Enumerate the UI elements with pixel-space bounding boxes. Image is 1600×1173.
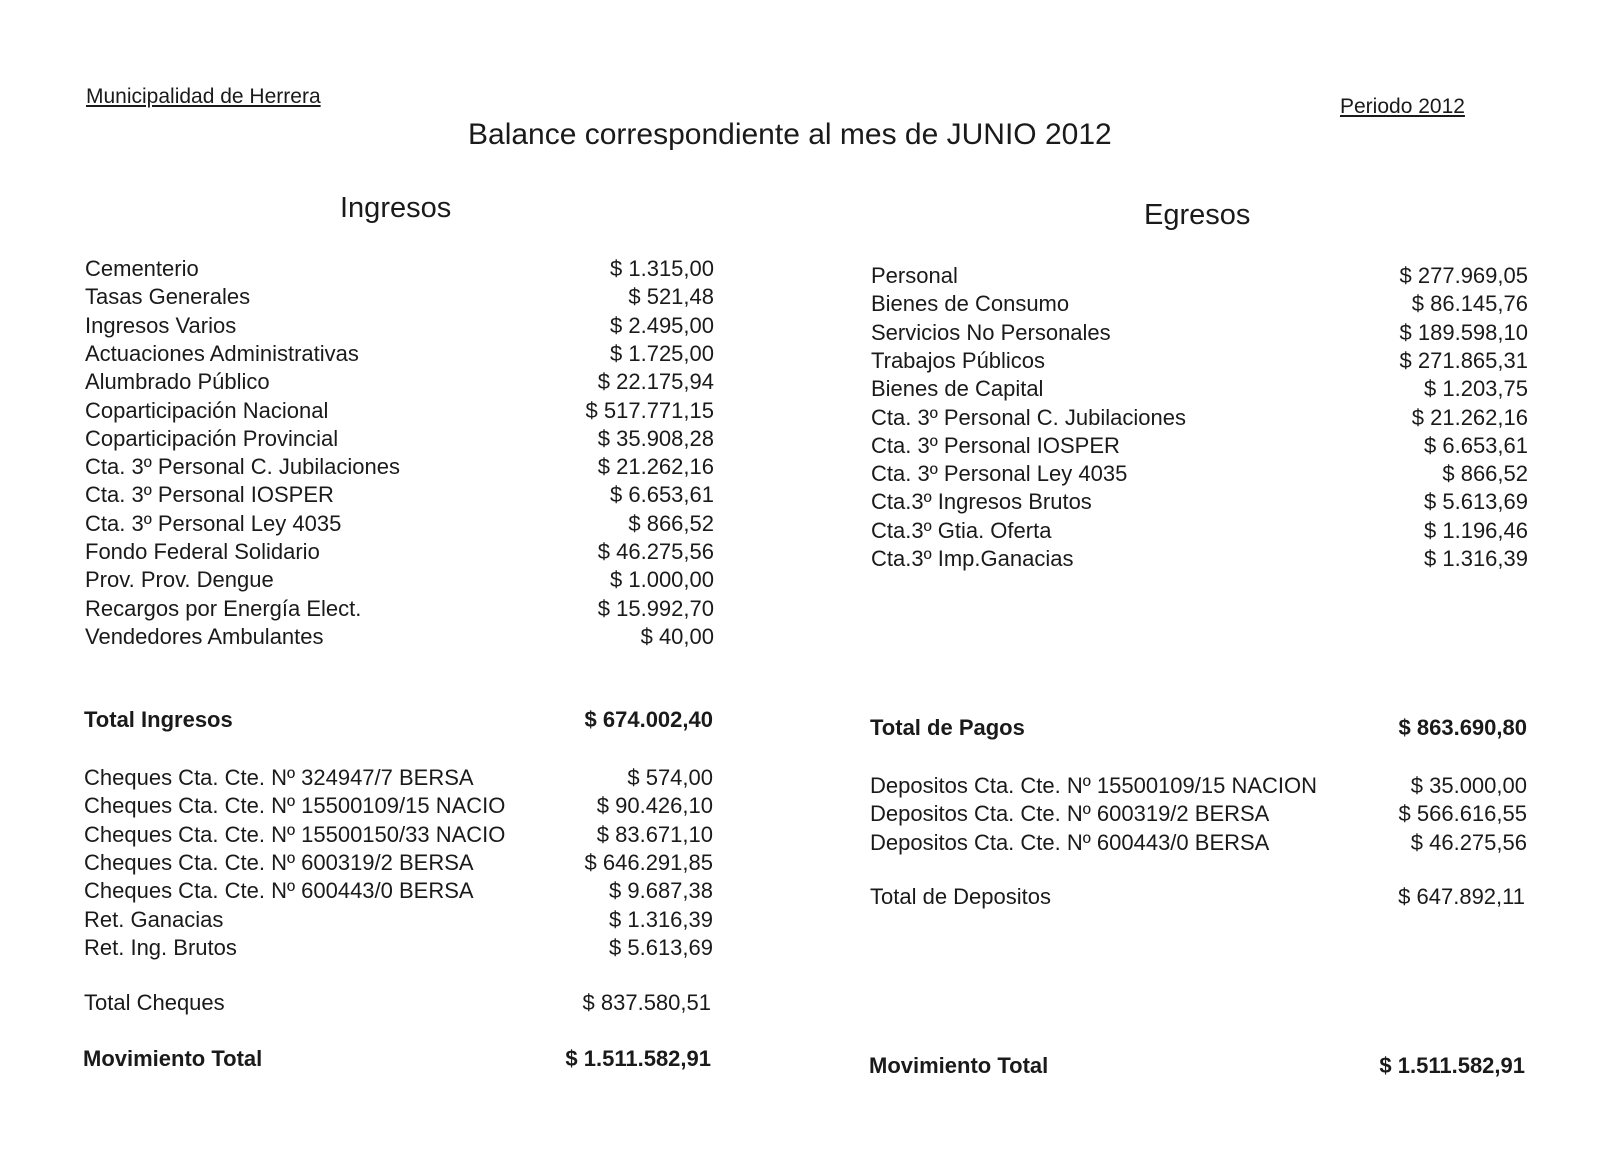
- egreso-item-amount: $ 189.598,10: [1399, 319, 1528, 345]
- egreso-item-amount: $ 866,52: [1442, 461, 1528, 487]
- ingreso-item-label: Cta. 3º Personal Ley 4035: [85, 510, 342, 536]
- ingreso-item-amount: $ 22.175,94: [597, 369, 714, 395]
- ingreso-item-label: Alumbrado Público: [85, 369, 270, 395]
- cheque-item-label: Cheques Cta. Cte. Nº 600319/2 BERSA: [84, 849, 474, 875]
- deposito-item-label: Depositos Cta. Cte. Nº 15500109/15 NACIO…: [870, 773, 1318, 798]
- ingreso-item-label: Recargos por Energía Elect.: [85, 595, 362, 621]
- egreso-item-amount: $ 6.653,61: [1424, 432, 1528, 458]
- total-pagos-label: Total de Pagos: [870, 715, 1025, 740]
- ingreso-item-label: Cta. 3º Personal IOSPER: [85, 482, 334, 508]
- ingreso-item-amount: $ 517.771,15: [585, 397, 714, 423]
- ingreso-item-amount: $ 15.992,70: [597, 595, 714, 621]
- ingreso-item-amount: $ 1.000,00: [610, 567, 714, 593]
- egreso-item-amount: $ 86.145,76: [1411, 291, 1528, 317]
- ingreso-item-label: Cementerio: [85, 256, 199, 281]
- egreso-item-amount: $ 1.203,75: [1424, 376, 1528, 402]
- cheque-item-amount: $ 83.671,10: [596, 821, 713, 847]
- cheque-item-label: Ret. Ganacias: [84, 906, 224, 932]
- movimiento-total-egresos-amount: $ 1.511.582,91: [1379, 1053, 1525, 1078]
- movimiento-total-ingresos-label: Movimiento Total: [83, 1046, 263, 1071]
- cheque-item-label: Cheques Cta. Cte. Nº 15500109/15 NACIO: [84, 793, 506, 819]
- total-cheques-amount: $ 837.580,51: [582, 990, 711, 1015]
- egreso-item-amount: $ 1.316,39: [1424, 546, 1528, 571]
- ingreso-item-label: Fondo Federal Solidario: [85, 539, 320, 564]
- egreso-item-amount: $ 277.969,05: [1399, 263, 1528, 288]
- ingreso-item-amount: $ 1.725,00: [610, 340, 714, 366]
- deposito-item-amount: $ 46.275,56: [1410, 829, 1527, 855]
- organization-name: Municipalidad de Herrera: [86, 85, 321, 108]
- ingreso-item-label: Cta. 3º Personal C. Jubilaciones: [85, 454, 400, 480]
- cheque-item-amount: $ 5.613,69: [609, 934, 713, 960]
- movimiento-total-ingresos-amount: $ 1.511.582,91: [565, 1046, 711, 1071]
- egreso-item-label: Cta. 3º Personal Ley 4035: [871, 461, 1128, 487]
- egreso-item-label: Cta.3º Imp.Ganacias: [871, 546, 1074, 571]
- ingreso-item-label: Ingresos Varios: [85, 312, 237, 338]
- total-depositos-amount: $ 647.892,11: [1398, 884, 1525, 909]
- ingreso-item-label: Actuaciones Administrativas: [85, 340, 359, 366]
- cheque-item-label: Cheques Cta. Cte. Nº 324947/7 BERSA: [84, 765, 474, 790]
- ingreso-item-amount: $ 35.908,28: [597, 425, 714, 451]
- document-title: Balance correspondiente al mes de JUNIO …: [468, 118, 1112, 151]
- egreso-item-amount: $ 5.613,69: [1424, 489, 1528, 515]
- ingresos-heading: Ingresos: [340, 192, 452, 224]
- cheque-item-amount: $ 646.291,85: [584, 849, 713, 875]
- total-depositos-label: Total de Depositos: [870, 884, 1051, 909]
- movimiento-total-egresos-label: Movimiento Total: [869, 1053, 1049, 1078]
- egresos-heading: Egresos: [1144, 199, 1251, 231]
- cheque-item-amount: $ 9.687,38: [609, 878, 713, 904]
- deposito-item-amount: $ 566.616,55: [1398, 801, 1527, 827]
- total-pagos-amount: $ 863.690,80: [1398, 715, 1527, 740]
- ingreso-item-amount: $ 40,00: [640, 623, 714, 649]
- egreso-item-label: Personal: [871, 263, 958, 288]
- deposito-item-label: Depositos Cta. Cte. Nº 600443/0 BERSA: [870, 829, 1270, 855]
- deposito-item-label: Depositos Cta. Cte. Nº 600319/2 BERSA: [870, 801, 1270, 827]
- ingreso-item-label: Coparticipación Provincial: [85, 425, 339, 451]
- egreso-item-label: Bienes de Consumo: [871, 291, 1070, 317]
- total-cheques-label: Total Cheques: [84, 990, 225, 1015]
- cheque-item-label: Ret. Ing. Brutos: [84, 934, 237, 960]
- ingreso-item-amount: $ 21.262,16: [597, 454, 714, 480]
- egreso-item-label: Servicios No Personales: [871, 319, 1111, 345]
- cheque-item-amount: $ 574,00: [627, 765, 713, 790]
- cheque-item-amount: $ 1.316,39: [609, 906, 713, 932]
- egreso-item-label: Cta.3º Gtia. Oferta: [871, 517, 1052, 543]
- egreso-item-label: Bienes de Capital: [871, 376, 1044, 402]
- ingreso-item-amount: $ 2.495,00: [610, 312, 714, 338]
- period-label: Periodo 2012: [1340, 95, 1465, 118]
- ingreso-item-label: Tasas Generales: [85, 284, 251, 310]
- egreso-item-label: Trabajos Públicos: [871, 347, 1046, 373]
- egreso-item-label: Cta.3º Ingresos Brutos: [871, 489, 1092, 515]
- total-ingresos-amount: $ 674.002,40: [584, 707, 713, 732]
- ingreso-item-label: Vendedores Ambulantes: [85, 623, 324, 649]
- egreso-item-label: Cta. 3º Personal IOSPER: [871, 432, 1120, 458]
- ingreso-item-label: Coparticipación Nacional: [85, 397, 329, 423]
- ingreso-item-amount: $ 1.315,00: [610, 256, 714, 281]
- egreso-item-amount: $ 1.196,46: [1424, 517, 1528, 543]
- ingreso-item-label: Prov. Prov. Dengue: [85, 567, 274, 593]
- ingreso-item-amount: $ 46.275,56: [597, 539, 714, 564]
- ingreso-item-amount: $ 521,48: [628, 284, 714, 310]
- cheque-item-amount: $ 90.426,10: [596, 793, 713, 819]
- cheque-item-label: Cheques Cta. Cte. Nº 15500150/33 NACIO: [84, 821, 506, 847]
- egreso-item-amount: $ 271.865,31: [1399, 347, 1528, 373]
- egreso-item-amount: $ 21.262,16: [1411, 404, 1528, 430]
- total-ingresos-label: Total Ingresos: [84, 707, 233, 732]
- deposito-item-amount: $ 35.000,00: [1410, 773, 1527, 798]
- ingreso-item-amount: $ 866,52: [628, 510, 714, 536]
- ingreso-item-amount: $ 6.653,61: [610, 482, 714, 508]
- cheque-item-label: Cheques Cta. Cte. Nº 600443/0 BERSA: [84, 878, 474, 904]
- egreso-item-label: Cta. 3º Personal C. Jubilaciones: [871, 404, 1186, 430]
